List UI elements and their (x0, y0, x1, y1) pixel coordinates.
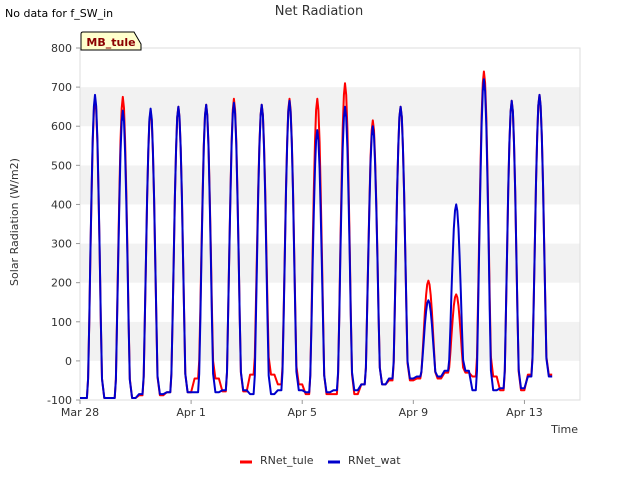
legend-label-rnet-tule: RNet_tule (260, 454, 314, 467)
y-tick-label: 800 (51, 42, 72, 55)
legend: RNet_tule RNet_wat (240, 454, 401, 467)
y-axis: -100 0 100 200 300 400 500 600 700 800 (47, 42, 80, 407)
site-label-badge: MB_tule (80, 31, 142, 51)
x-tick-label: Apr 1 (176, 406, 206, 419)
plot-area (79, 47, 581, 401)
y-tick-label: 100 (51, 316, 72, 329)
legend-label-rnet-wat: RNet_wat (348, 454, 401, 467)
grid-band (80, 48, 580, 88)
y-tick-label: 700 (51, 81, 72, 94)
x-tick-label: Apr 13 (506, 406, 543, 419)
grid-band (80, 204, 580, 244)
grid-band (80, 282, 580, 322)
y-axis-title: Solar Radiation (W/m2) (8, 158, 21, 286)
y-tick-label: 500 (51, 159, 72, 172)
y-tick-label: 400 (51, 198, 72, 211)
y-tick-label: -100 (47, 394, 72, 407)
series-layer (80, 70, 553, 399)
x-tick-label: Mar 28 (61, 406, 99, 419)
grid-bands (80, 48, 580, 400)
y-tick-label: 300 (51, 238, 72, 251)
grid-band (80, 165, 580, 205)
grid-band (80, 126, 580, 166)
y-tick-label: 200 (51, 277, 72, 290)
grid-band (80, 87, 580, 127)
grid-band (80, 321, 580, 361)
x-tick-label: Apr 9 (399, 406, 429, 419)
chart-title: Net Radiation (275, 4, 363, 19)
grid-band (80, 243, 580, 283)
series-line-rnet-wat (80, 78, 553, 399)
x-axis: Mar 28 Apr 1 Apr 5 Apr 9 Apr 13 (61, 400, 543, 419)
no-data-note: No data for f_SW_in (5, 7, 114, 20)
site-label: MB_tule (86, 36, 135, 49)
x-axis-title: Time (550, 423, 578, 436)
y-tick-label: 600 (51, 120, 72, 133)
x-tick-label: Apr 5 (287, 406, 317, 419)
y-tick-label: 0 (65, 355, 72, 368)
